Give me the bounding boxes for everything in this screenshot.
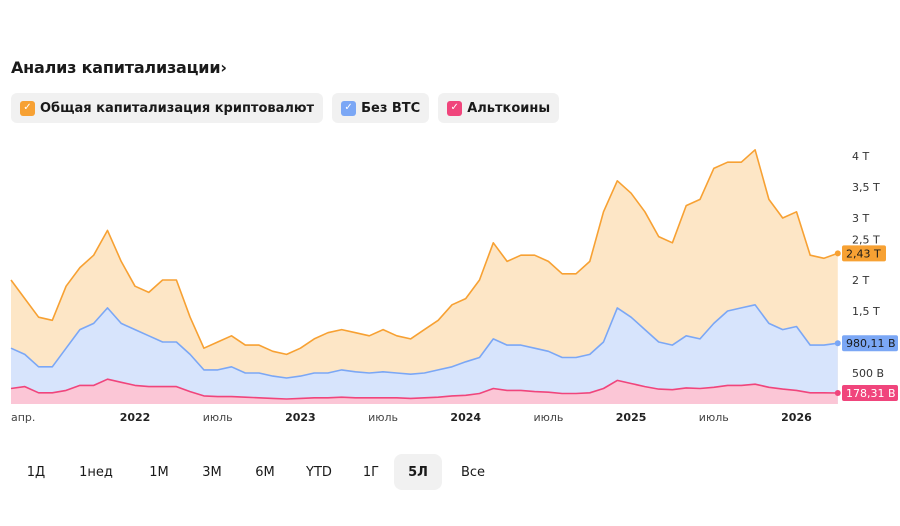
data-point <box>834 389 841 396</box>
chart-title-link[interactable]: Анализ капитализации› <box>11 58 227 77</box>
x-tick-label: июль <box>699 411 729 424</box>
last-value-badge <box>842 384 898 401</box>
checkbox-checked-icon[interactable]: ✓ <box>447 100 463 116</box>
series-line-0 <box>10 149 839 356</box>
x-tick-label: 2022 <box>120 411 151 424</box>
legend-toggle-total[interactable]: ✓ Общая капитализация криптовалют <box>11 93 324 123</box>
y-tick-label: 500 B <box>852 367 884 380</box>
data-point <box>834 250 841 257</box>
chart-title: Анализ капитализации <box>11 58 221 77</box>
y-tick-label: 2 T <box>852 274 869 287</box>
period-1d[interactable]: 1Д <box>26 464 46 480</box>
series-line-1 <box>10 304 838 379</box>
chevron-right-icon: › <box>220 58 227 77</box>
period-selector: 1Д 1нед 1М 3М 6М YTD 1Г 5Л Все <box>14 454 504 490</box>
series-area-2 <box>11 379 838 404</box>
last-value-badge <box>842 245 886 262</box>
period-3m[interactable]: 3М <box>202 464 222 480</box>
last-value-label: 178,31 B <box>846 387 896 400</box>
legend-label: Альткоины <box>467 100 551 116</box>
y-tick-label: 1,5 T <box>852 305 880 318</box>
last-value-label: 2,43 T <box>846 247 881 260</box>
period-1w[interactable]: 1нед <box>79 464 113 480</box>
series-line-2 <box>10 378 838 400</box>
y-tick-label: 2,5 T <box>852 233 880 246</box>
checkbox-checked-icon[interactable]: ✓ <box>20 100 35 116</box>
x-tick-label: 2026 <box>781 411 812 424</box>
y-tick-label: 4 T <box>852 150 869 163</box>
x-tick-label: июль <box>203 411 233 424</box>
period-1y[interactable]: 1Г <box>362 464 380 480</box>
legend: ✓ Общая капитализация криптовалют ✓ Без … <box>11 93 560 123</box>
checkbox-checked-icon[interactable]: ✓ <box>341 100 357 116</box>
data-point <box>834 340 841 347</box>
legend-label: Общая капитализация криптовалют <box>40 100 315 116</box>
series-area-1 <box>11 304 838 404</box>
legend-toggle-altcoins[interactable]: ✓ Альткоины <box>438 93 560 123</box>
legend-label: Без BTC <box>361 100 421 116</box>
legend-toggle-ex-btc[interactable]: ✓ Без BTC <box>332 93 430 123</box>
period-1m[interactable]: 1М <box>149 464 169 480</box>
y-tick-label: 3,5 T <box>852 181 880 194</box>
period-ytd[interactable]: YTD <box>306 464 332 480</box>
period-6m[interactable]: 6М <box>255 464 275 480</box>
period-all[interactable]: Все <box>460 464 486 480</box>
last-value-badge <box>842 335 898 352</box>
y-tick-label: 3 T <box>852 212 869 225</box>
x-tick-label: 2023 <box>285 411 316 424</box>
period-5y[interactable]: 5Л <box>394 454 442 490</box>
x-tick-label: апр. <box>11 411 35 424</box>
x-tick-label: 2025 <box>616 411 647 424</box>
x-tick-label: июль <box>533 411 563 424</box>
x-tick-label: июль <box>368 411 398 424</box>
last-value-label: 980,11 B <box>846 337 896 350</box>
x-tick-label: 2024 <box>450 411 481 424</box>
